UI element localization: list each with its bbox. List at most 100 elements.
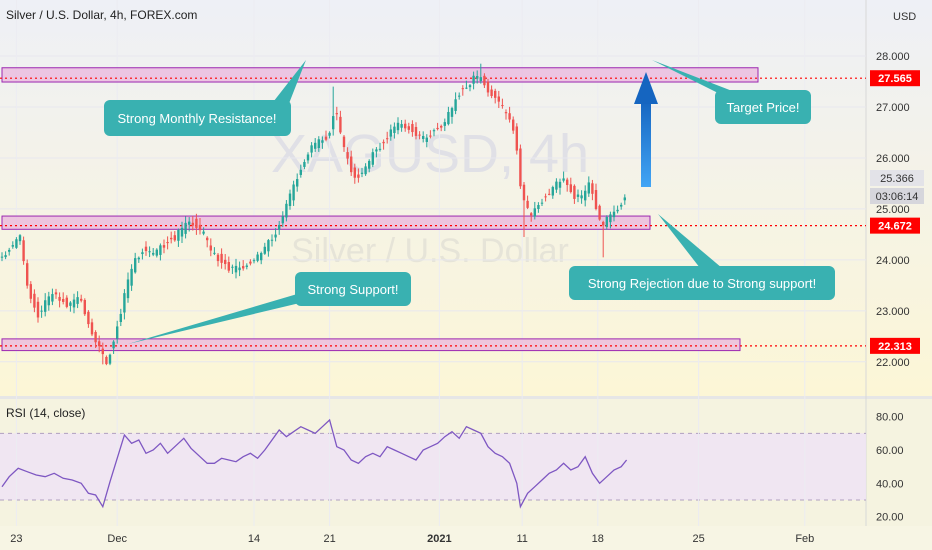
candle-body (62, 298, 65, 302)
candle-body (220, 253, 223, 263)
candle-layer[interactable] (0, 63, 626, 366)
time-tick-label: Feb (795, 533, 814, 545)
candle-body (432, 130, 436, 132)
resistance-callout[interactable]: Strong Monthly Resistance! (104, 60, 306, 136)
candle-body (22, 240, 25, 262)
candle-body (540, 202, 544, 204)
candle-body (551, 187, 554, 196)
candle-body (530, 213, 533, 216)
candle-body (206, 237, 209, 241)
candle-body (616, 209, 619, 212)
target-arrow[interactable] (634, 72, 658, 187)
candle-body (623, 197, 626, 201)
candle-body (562, 178, 565, 181)
candle-body (263, 246, 266, 254)
candle-body (378, 148, 382, 150)
time-tick-label: 18 (592, 533, 604, 545)
price-panel-background (0, 0, 932, 396)
candle-body (152, 252, 155, 255)
candle-body (465, 87, 468, 89)
price-tick-label: 26.000 (876, 153, 910, 165)
support-callout[interactable]: Strong Support! (128, 272, 411, 344)
candle-body (292, 184, 295, 201)
candle-body (18, 235, 22, 242)
time-tick-label: 23 (10, 533, 22, 545)
target-arrow-head (634, 72, 658, 104)
candle-body (346, 152, 349, 159)
candle-body (504, 112, 508, 114)
candle-body (69, 302, 72, 306)
candle-body (620, 204, 623, 207)
level-tag-box (870, 70, 920, 87)
candle-body (602, 221, 605, 226)
price-tick-label: 27.000 (876, 102, 910, 114)
candle-body (357, 174, 360, 178)
candle-body (238, 267, 241, 271)
candle-body (123, 293, 126, 313)
candle-body (396, 122, 400, 131)
candle-body (98, 341, 101, 347)
candle-body (468, 85, 472, 88)
candle-body (360, 172, 364, 174)
candle-body (274, 234, 277, 238)
candle-body (411, 123, 414, 133)
candle-body (555, 181, 558, 190)
candle-body (105, 356, 108, 365)
resistance-callout-pointer (270, 60, 306, 106)
candle-body (443, 122, 446, 126)
candle-body (558, 181, 562, 188)
zone-layer (0, 67, 866, 352)
candle-body (310, 145, 313, 153)
level-tag-layer: 27.565 24.672 22.313 (870, 70, 920, 354)
candle-body (306, 154, 310, 161)
target-callout[interactable]: Target Price! (652, 60, 811, 124)
candle-body (404, 123, 407, 129)
candle-body (33, 293, 36, 308)
countdown-box (870, 188, 924, 204)
candle-body (159, 245, 162, 255)
candle-body (108, 354, 112, 364)
current-price-tag: 25.366 03:06:14 (870, 170, 924, 204)
rejection-callout[interactable]: Strong Rejection due to Strong support! (569, 214, 835, 300)
candle-body (256, 254, 259, 261)
candle-body (180, 227, 184, 237)
current-price-value: 25.366 (880, 173, 914, 185)
candle-body (65, 297, 68, 307)
candle-body (213, 252, 216, 254)
rejection-callout-box (569, 266, 835, 300)
candle-body (299, 169, 302, 175)
candle-body (324, 136, 328, 140)
candle-body (288, 193, 292, 207)
candle-body (58, 296, 61, 301)
countdown-value: 03:06:14 (876, 191, 919, 203)
candle-body (278, 224, 281, 230)
rejection-callout-pointer (658, 214, 722, 268)
rsi-layer (1, 418, 628, 509)
candle-body (260, 253, 263, 261)
candle-body (584, 190, 587, 201)
candle-body (461, 88, 464, 90)
candle-body (591, 183, 594, 194)
support-zone (1, 215, 651, 230)
candle-body (440, 125, 443, 128)
candle-body (494, 90, 497, 98)
candle-body (342, 136, 346, 148)
candle-body (332, 116, 335, 130)
candle-body (72, 299, 76, 308)
price-tick-label: 24.000 (876, 255, 910, 267)
support-callout-text: Strong Support! (307, 282, 398, 297)
candle-body (76, 297, 79, 304)
candle-body (418, 134, 421, 136)
candle-body (116, 326, 119, 339)
candle-body (425, 137, 428, 142)
panel-separator[interactable] (0, 396, 932, 399)
candle-body (422, 135, 425, 139)
candle-body (249, 261, 252, 264)
candle-body (224, 259, 227, 265)
candle-body (83, 300, 86, 315)
candle-body (170, 237, 173, 240)
candle-body (303, 161, 306, 167)
candle-body (335, 113, 338, 115)
candle-body (148, 251, 151, 253)
